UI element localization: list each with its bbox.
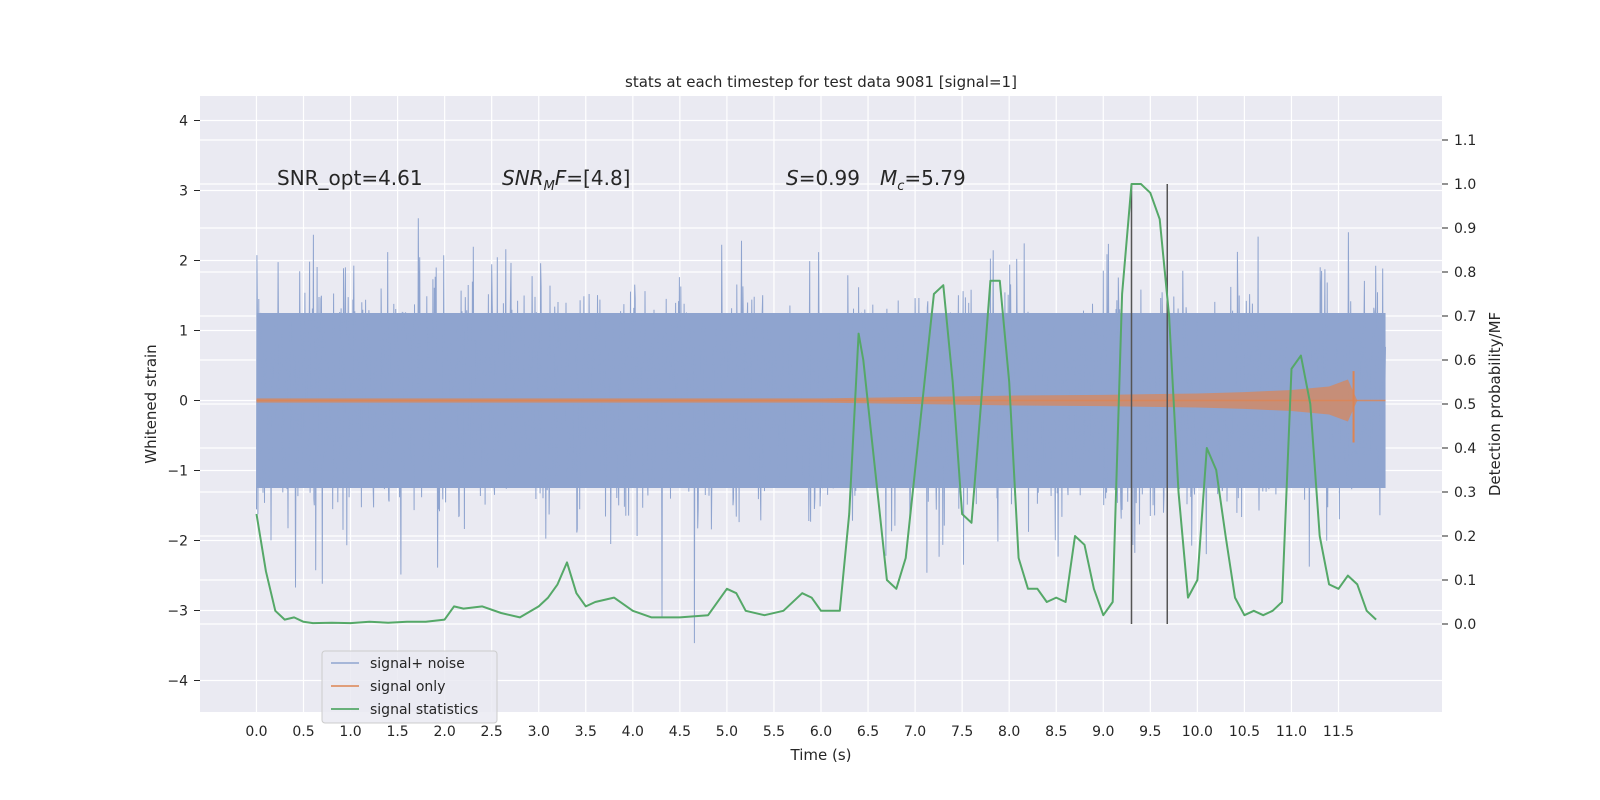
annotation-score: S=0.99	[786, 166, 860, 190]
x-tick-label: 9.5	[1139, 724, 1161, 740]
y2-axis-ticks: 1.1 1.0 0.9 0.8 0.7 0.6 0.5 0.4 0.3 0.2 0.1 0.0	[1442, 133, 1476, 633]
legend: signal+ noise signal only signal statist…	[321, 650, 498, 724]
legend-box	[321, 650, 498, 724]
x-axis-ticks: 0.0 0.5 1.0 1.5 2.0 2.5 3.0 3.5 4.0 4.5 5.0 5.5 6.0 6…	[245, 724, 1354, 740]
y-tick-label: 1	[179, 324, 188, 340]
x-tick-label: 3.0	[528, 724, 550, 740]
x-tick-label: 3.5	[575, 724, 597, 740]
x-tick-label: 9.0	[1092, 724, 1114, 740]
y2-tick-label: 0.6	[1454, 353, 1476, 369]
x-tick-label: 0.5	[292, 724, 314, 740]
x-tick-label: 2.5	[481, 724, 503, 740]
y-tick-label: 2	[179, 254, 188, 270]
y2-tick-label: 0.8	[1454, 265, 1476, 281]
x-tick-label: 5.0	[716, 724, 738, 740]
x-tick-label: 7.5	[951, 724, 973, 740]
x-tick-label: 10.0	[1182, 724, 1213, 740]
y-axis-label: Whitened strain	[142, 344, 160, 463]
y-tick-label: 3	[179, 184, 188, 200]
x-tick-label: 7.0	[904, 724, 926, 740]
x-tick-label: 2.0	[434, 724, 456, 740]
annotation-chirp-mass: Mc=5.79	[880, 166, 966, 194]
y-tick-label: −3	[167, 604, 188, 620]
annotation-snr-mf: SNRMF=[4.8]	[502, 166, 630, 194]
y2-tick-label: 1.1	[1454, 133, 1476, 149]
vertical-markers	[1130, 184, 1169, 624]
series-signal-only	[256, 371, 1386, 443]
x-tick-label: 1.0	[339, 724, 361, 740]
y2-axis-label: Detection probability/MF	[1486, 312, 1504, 496]
x-tick-label: 8.5	[1045, 724, 1067, 740]
y-tick-label: −4	[167, 674, 188, 690]
legend-label-signal: signal only	[370, 679, 445, 695]
y2-tick-label: 0.3	[1454, 485, 1476, 501]
y2-tick-label: 0.0	[1454, 617, 1476, 633]
y-axis-ticks: 4 3 2 1 0 −1 −2 −3 −4	[167, 114, 200, 690]
y2-tick-label: 0.1	[1454, 573, 1476, 589]
series-signal-statistics	[255, 183, 1377, 625]
stats-line	[255, 183, 1377, 625]
x-tick-label: 4.5	[669, 724, 691, 740]
x-tick-label: 11.5	[1323, 724, 1354, 740]
noise-trace	[256, 218, 1386, 644]
legend-label-stats: signal statistics	[370, 702, 478, 718]
x-tick-label: 11.0	[1276, 724, 1307, 740]
x-tick-label: 10.5	[1229, 724, 1260, 740]
x-tick-label: 1.5	[386, 724, 408, 740]
annotation-snr-opt: SNR_opt=4.61	[277, 166, 423, 190]
x-tick-label: 5.5	[763, 724, 785, 740]
y2-tick-label: 1.0	[1454, 177, 1476, 193]
x-axis-label: Time (s)	[790, 746, 852, 764]
y2-tick-label: 0.4	[1454, 441, 1476, 457]
y-tick-label: −2	[167, 534, 188, 550]
x-tick-label: 6.0	[810, 724, 832, 740]
y-tick-label: 4	[179, 114, 188, 130]
y-tick-label: 0	[179, 394, 188, 410]
x-tick-label: 4.0	[622, 724, 644, 740]
chart-title: stats at each timestep for test data 908…	[625, 73, 1017, 91]
y-tick-label: −1	[167, 464, 188, 480]
y2-tick-label: 0.5	[1454, 397, 1476, 413]
legend-label-noise: signal+ noise	[370, 656, 465, 672]
x-tick-label: 6.5	[857, 724, 879, 740]
y2-tick-label: 0.7	[1454, 309, 1476, 325]
y2-tick-label: 0.9	[1454, 221, 1476, 237]
x-tick-label: 0.0	[245, 724, 267, 740]
y2-tick-label: 0.2	[1454, 529, 1476, 545]
x-tick-label: 8.0	[998, 724, 1020, 740]
